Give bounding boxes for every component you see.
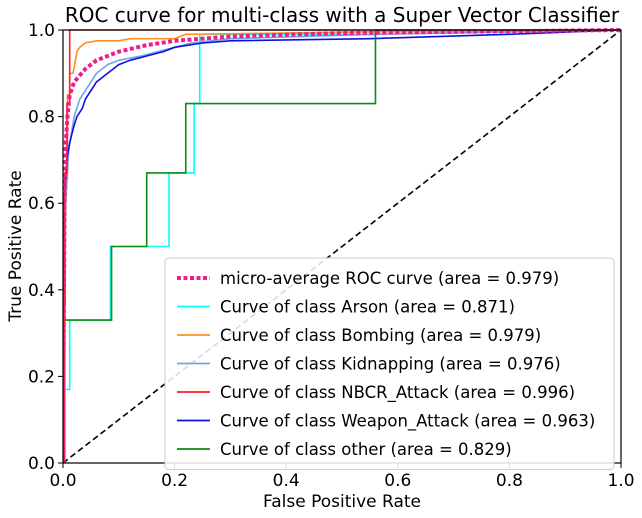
legend-label-3: Curve of class Kidnapping (area = 0.976) [220,355,561,374]
series-line-3 [63,29,621,463]
x-tick-label: 0.4 [273,471,300,491]
diagonal-layer [62,29,622,464]
legend-label-1: Curve of class Arson (area = 0.871) [220,298,515,317]
legend-box [164,257,615,470]
x-tick-label: 0.0 [49,471,76,491]
series-layer [63,28,621,463]
y-tick-label: 0.6 [28,194,55,214]
y-tick-label: 1.0 [28,21,55,41]
series-line-0 [63,28,621,463]
y-tick-label: 0.2 [28,367,55,387]
chance-diagonal-line [62,29,622,464]
chart-title: ROC curve for multi-class with a Super V… [65,3,620,27]
y-axis: 0.0 0.2 0.4 0.6 0.8 1.0 [28,21,63,474]
x-tick-label: 0.8 [496,471,523,491]
legend-label-0: micro-average ROC curve (area = 0.979) [220,269,559,288]
legend: micro-average ROC curve (area = 0.979) Cu… [164,257,615,470]
x-tick-label: 0.2 [161,471,188,491]
y-tick-label: 0.4 [28,281,55,301]
x-axis-label: False Positive Rate [263,492,421,512]
x-tick-label: 1.0 [607,471,634,491]
y-tick-label: 0.0 [28,454,55,474]
y-tick-label: 0.8 [28,108,55,128]
legend-label-5: Curve of class Weapon_Attack (area = 0.9… [220,412,595,432]
legend-label-2: Curve of class Bombing (area = 0.979) [220,326,541,345]
legend-label-6: Curve of class other (area = 0.829) [220,440,512,459]
x-tick-label: 0.6 [384,471,411,491]
y-axis-label: True Positive Rate [6,170,26,322]
legend-label-4: Curve of class NBCR_Attack (area = 0.996… [220,383,575,403]
